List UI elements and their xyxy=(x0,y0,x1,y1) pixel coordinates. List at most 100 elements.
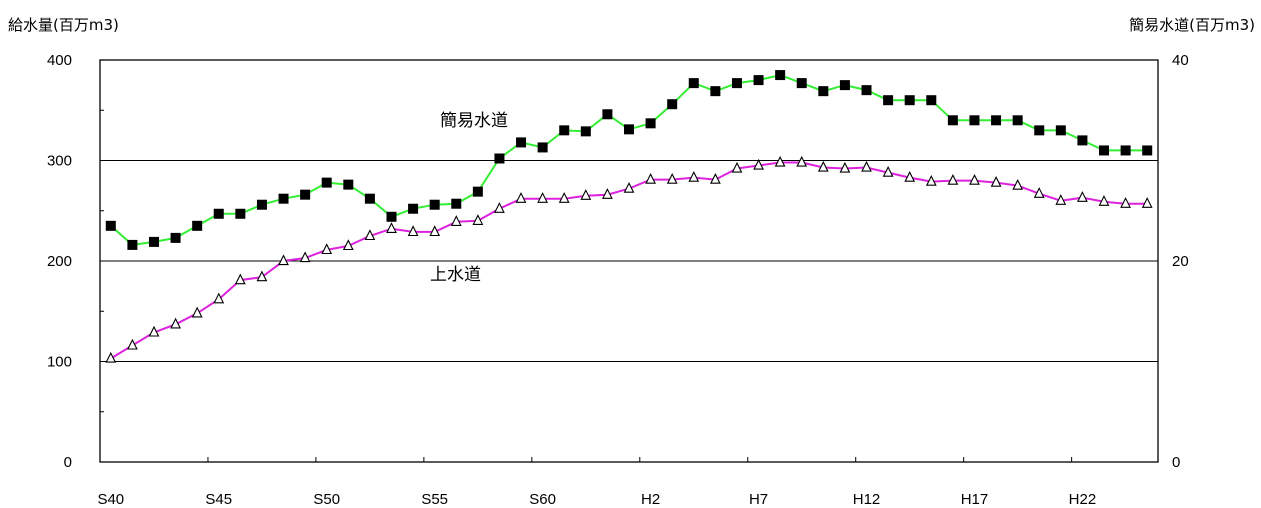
data-point-square xyxy=(818,86,829,97)
left-axis-title: 給水量(百万m3) xyxy=(8,16,119,34)
data-point-triangle xyxy=(494,202,505,213)
data-point-triangle xyxy=(429,225,441,237)
data-point-triangle xyxy=(1033,187,1045,198)
data-point-square xyxy=(1099,145,1110,156)
data-point-square xyxy=(472,186,483,197)
data-point-square xyxy=(861,85,872,96)
data-point-square xyxy=(537,142,548,153)
data-point-triangle xyxy=(342,239,354,251)
x-tick-label: H2 xyxy=(641,491,660,508)
data-point-square xyxy=(1142,145,1153,156)
data-point-triangle xyxy=(299,251,311,263)
data-point-square xyxy=(213,208,224,219)
data-point-triangle xyxy=(321,243,333,255)
data-point-square xyxy=(947,115,958,126)
data-point-square xyxy=(926,95,937,106)
x-tick-label: H12 xyxy=(853,491,881,508)
data-point-square xyxy=(624,124,634,135)
data-point-triangle xyxy=(1055,194,1067,205)
data-point-triangle xyxy=(839,161,851,173)
data-point-square xyxy=(278,193,289,204)
data-point-square xyxy=(731,78,742,89)
y-left-tick-label: 100 xyxy=(47,354,72,371)
data-point-square xyxy=(148,236,159,247)
data-point-square xyxy=(235,208,246,219)
data-point-triangle xyxy=(990,175,1002,187)
data-point-square xyxy=(839,80,850,91)
data-point-square xyxy=(688,78,699,89)
data-point-square xyxy=(343,179,354,190)
data-point-triangle xyxy=(515,192,527,203)
data-point-square xyxy=(1055,125,1066,136)
data-point-triangle xyxy=(407,225,419,237)
data-point-triangle xyxy=(364,229,376,241)
y-left-tick-label: 200 xyxy=(47,253,72,270)
x-tick-label: H7 xyxy=(749,491,768,508)
x-tick-label: S55 xyxy=(421,491,448,508)
x-tick-label: S45 xyxy=(205,491,232,508)
right-axis-title: 簡易水道(百万m3) xyxy=(1129,16,1255,34)
data-point-triangle xyxy=(753,158,764,170)
data-point-triangle xyxy=(386,222,397,233)
data-point-square xyxy=(256,199,267,210)
data-point-triangle xyxy=(170,317,181,329)
data-point-triangle xyxy=(731,161,743,173)
data-point-triangle xyxy=(191,306,203,318)
y-right-tick-label: 20 xyxy=(1172,253,1189,270)
data-point-square xyxy=(105,220,116,231)
data-point-square xyxy=(516,137,527,148)
data-point-triangle xyxy=(904,170,916,182)
data-point-square xyxy=(300,189,311,200)
x-tick-label: S40 xyxy=(97,491,124,508)
data-point-triangle xyxy=(861,160,872,172)
data-point-square xyxy=(775,70,786,81)
data-point-square xyxy=(494,153,505,164)
y-left-tick-label: 0 xyxy=(64,454,72,471)
data-point-triangle xyxy=(256,270,268,282)
data-point-triangle xyxy=(774,155,786,167)
x-tick-label: S60 xyxy=(529,491,556,508)
data-point-triangle xyxy=(969,173,980,185)
data-point-square xyxy=(796,78,807,89)
data-point-triangle xyxy=(1098,195,1110,206)
data-point-square xyxy=(386,211,397,222)
data-point-triangle xyxy=(234,273,246,285)
data-point-square xyxy=(127,239,138,250)
y-left-tick-label: 400 xyxy=(47,52,72,69)
data-point-triangle xyxy=(1012,178,1024,190)
data-point-triangle xyxy=(148,325,160,337)
data-point-triangle xyxy=(602,188,613,199)
data-point-triangle xyxy=(580,189,592,200)
data-point-square xyxy=(170,232,181,243)
data-point-triangle xyxy=(645,172,656,184)
data-point-triangle xyxy=(688,170,700,182)
data-point-triangle xyxy=(1120,197,1131,208)
data-point-square xyxy=(904,95,915,106)
data-point-square xyxy=(602,109,613,120)
x-tick-label: H17 xyxy=(961,491,989,508)
data-point-square xyxy=(364,193,375,204)
data-point-triangle xyxy=(882,165,894,177)
data-point-triangle xyxy=(450,215,462,226)
plot-area xyxy=(99,59,1159,463)
data-point-triangle xyxy=(537,192,548,203)
data-point-triangle xyxy=(817,160,829,172)
data-point-triangle xyxy=(796,155,808,167)
data-point-triangle xyxy=(947,173,959,185)
data-point-square xyxy=(451,198,462,209)
data-point-triangle xyxy=(558,192,570,203)
x-tick-label: S50 xyxy=(313,491,340,508)
data-point-square xyxy=(192,220,203,231)
data-point-triangle xyxy=(623,181,635,193)
y-right-tick-label: 0 xyxy=(1172,454,1180,471)
data-point-square xyxy=(580,126,591,137)
data-point-square xyxy=(969,115,980,126)
data-point-triangle xyxy=(105,351,117,363)
data-point-square xyxy=(321,177,332,188)
y-left-tick-label: 300 xyxy=(47,153,72,170)
data-point-square xyxy=(1120,145,1131,156)
x-tick-label: H22 xyxy=(1069,491,1097,508)
data-point-square xyxy=(559,125,570,136)
data-point-square xyxy=(883,95,894,106)
